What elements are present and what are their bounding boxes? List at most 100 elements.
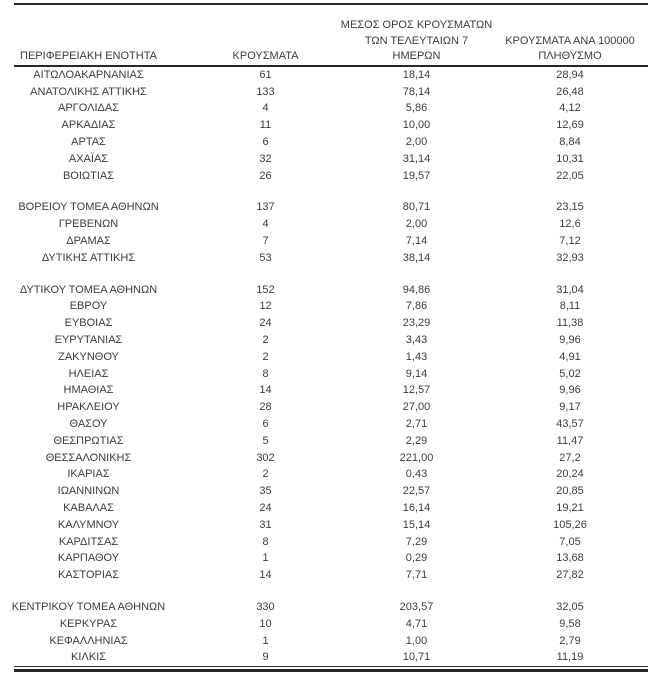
column-header-avg7-line1: ΜΕΣΟΣ ΟΡΟΣ ΚΡΟΥΣΜΑΤΩΝ — [340, 19, 493, 31]
region-cell: ΔΥΤΙΚΗΣ ΑΤΤΙΚΗΣ — [41, 251, 136, 264]
region-cell: ΕΥΒΟΙΑΣ — [64, 317, 113, 330]
table-row: ΑΡΓΟΛΙΔΑΣ 4 5,86 4,12 — [14, 100, 648, 117]
region-cell: ΑΡΓΟΛΙΔΑΣ — [58, 102, 119, 115]
per100k-cell: 11,19 — [556, 651, 584, 664]
avg7-cell: 7,14 — [405, 235, 428, 248]
cases-cell: 8 — [262, 535, 269, 548]
table-header-row: ΠΕΡΙΦΕΡΕΙΑΚΗ ΕΝΟΤΗΤΑ ΚΡΟΥΣΜΑΤΑ ΜΕΣΟΣ ΟΡΟ… — [14, 5, 648, 67]
avg7-cell: 2,00 — [405, 218, 428, 231]
per100k-cell: 32,93 — [556, 251, 584, 264]
region-cell: ΘΑΣΟΥ — [69, 418, 108, 431]
region-cell: ΕΥΡΥΤΑΝΙΑΣ — [54, 334, 123, 347]
per100k-cell: 27,2 — [559, 451, 581, 464]
table-row: ΑΙΤΩΛΟΑΚΑΡΝΑΝΙΑΣ 61 18,14 28,94 — [14, 67, 648, 84]
region-cell: ΗΛΕΙΑΣ — [68, 367, 109, 380]
table-row: ΔΥΤΙΚΗΣ ΑΤΤΙΚΗΣ 53 38,14 32,93 — [14, 249, 648, 266]
cases-cell: 31 — [259, 518, 272, 531]
region-cell: ΚΕΝΤΡΙΚΟΥ ΤΟΜΕΑ ΑΘΗΝΩΝ — [11, 601, 166, 613]
cases-cell: 11 — [259, 119, 272, 132]
cases-cell: 137 — [256, 201, 275, 214]
cases-cell: 28 — [259, 401, 272, 414]
table-row: ΚΑΡΔΙΤΣΑΣ 8 7,29 7,05 — [14, 533, 648, 550]
cases-cell: 7 — [262, 235, 269, 248]
region-cell: ΑΧΑΪΑΣ — [68, 152, 109, 165]
avg7-cell: 4,71 — [405, 617, 428, 630]
cases-cell: 6 — [262, 136, 269, 149]
avg7-cell: 2,29 — [405, 434, 428, 447]
region-cell: ΚΙΛΚΙΣ — [71, 651, 106, 664]
table-row: ΚΑΡΠΑΘΟΥ 1 0,29 13,68 — [14, 550, 648, 567]
cases-cell: 26 — [259, 169, 272, 182]
column-header-per100k-line2: ΠΛΗΘΥΣΜΟ — [538, 50, 602, 62]
region-cell: ΙΩΑΝΝΙΝΩΝ — [57, 485, 120, 498]
region-cell: ΚΑΡΔΙΤΣΑΣ — [58, 535, 119, 548]
avg7-cell: 19,57 — [402, 169, 431, 182]
cases-cell: 32 — [259, 152, 272, 165]
avg7-cell: 12,57 — [402, 384, 431, 397]
avg7-cell: 7,29 — [405, 535, 428, 548]
cases-cell: 1 — [262, 552, 269, 565]
table-body: ΑΙΤΩΛΟΑΚΑΡΝΑΝΙΑΣ 61 18,14 28,94 ΑΝΑΤΟΛΙΚΗΣ Α… — [11, 67, 648, 666]
table-row: ΗΛΕΙΑΣ 8 9,14 5,02 — [14, 365, 648, 382]
per100k-cell: 2,79 — [559, 634, 581, 647]
avg7-cell: 1,00 — [405, 634, 428, 647]
per100k-cell: 22,05 — [556, 169, 584, 182]
cases-cell: 12 — [259, 300, 272, 313]
avg7-cell: 22,57 — [402, 485, 431, 498]
region-cell: ΑΝΑΤΟΛΙΚΗΣ ΑΤΤΙΚΗΣ — [30, 85, 147, 98]
region-cell: ΚΑΒΑΛΑΣ — [63, 502, 114, 515]
table-row: ΗΜΑΘΙΑΣ 14 12,57 9,96 — [14, 382, 648, 399]
column-header-avg7-line2: ΤΩΝ ΤΕΛΕΥΤΑΙΩΝ 7 — [364, 34, 469, 47]
table-row: ΚΑΣΤΟΡΙΑΣ 14 7,71 27,82 — [14, 567, 648, 584]
per100k-cell: 19,21 — [556, 502, 584, 515]
cases-cell: 1 — [262, 634, 269, 647]
table-row: ΔΥΤΙΚΟΥ ΤΟΜΕΑ ΑΘΗΝΩΝ 152 94,86 31,04 — [14, 281, 648, 298]
per100k-cell: 23,15 — [556, 201, 584, 214]
avg7-cell: 221,00 — [399, 451, 434, 464]
per100k-cell: 9,96 — [559, 334, 581, 347]
avg7-cell: 38,14 — [402, 251, 431, 264]
table-row: ΚΑΛΥΜΝΟΥ 31 15,14 105,26 — [14, 516, 648, 533]
cases-cell: 24 — [259, 502, 272, 515]
table-row: ΑΡΤΑΣ 6 2,00 8,84 — [14, 134, 648, 151]
per100k-cell: 10,31 — [556, 152, 584, 165]
region-cell: ΕΒΡΟΥ — [69, 300, 108, 313]
per100k-cell: 32,05 — [556, 601, 584, 613]
table-row: ΙΚΑΡΙΑΣ 2 0,43 20,24 — [14, 466, 648, 483]
avg7-cell: 18,14 — [402, 68, 431, 81]
avg7-cell: 10,00 — [402, 119, 431, 132]
per100k-cell: 12,69 — [556, 119, 584, 132]
region-cell: ΚΑΣΤΟΡΙΑΣ — [57, 569, 120, 582]
avg7-cell: 7,86 — [405, 300, 428, 313]
table-row: ΙΩΑΝΝΙΝΩΝ 35 22,57 20,85 — [14, 483, 648, 500]
cases-cell: 61 — [259, 68, 272, 81]
table-row: ΚΕΡΚΥΡΑΣ 10 4,71 9,58 — [14, 615, 648, 632]
cases-cell: 2 — [262, 350, 269, 363]
per100k-cell: 4,12 — [559, 102, 581, 115]
cases-cell: 4 — [262, 102, 269, 115]
column-header-region-label: ΠΕΡΙΦΕΡΕΙΑΚΗ ΕΝΟΤΗΤΑ — [20, 50, 157, 62]
table-bottom-rule-thick — [14, 668, 648, 672]
per100k-cell: 9,58 — [559, 617, 581, 630]
avg7-cell: 23,29 — [402, 317, 431, 330]
avg7-cell: 9,14 — [405, 367, 428, 380]
table-row: ΒΟΙΩΤΙΑΣ 26 19,57 22,05 — [14, 167, 648, 184]
cases-cell: 302 — [256, 451, 275, 464]
region-cell: ΒΟΡΕΙΟΥ ΤΟΜΕΑ ΑΘΗΝΩΝ — [18, 201, 159, 214]
cases-cell: 5 — [262, 434, 269, 447]
per100k-cell: 7,05 — [559, 535, 581, 548]
avg7-cell: 0,29 — [405, 552, 428, 565]
per100k-cell: 9,17 — [559, 401, 581, 414]
table-row: ΚΕΝΤΡΙΚΟΥ ΤΟΜΕΑ ΑΘΗΝΩΝ 330 203,57 32,05 — [11, 599, 648, 616]
cases-cell: 152 — [256, 283, 275, 296]
table-row: ΚΕΦΑΛΛΗΝΙΑΣ 1 1,00 2,79 — [14, 632, 648, 649]
cases-cell: 14 — [259, 384, 272, 397]
column-header-region: ΠΕΡΙΦΕΡΕΙΑΚΗ ΕΝΟΤΗΤΑ — [14, 49, 177, 65]
group-gap — [14, 266, 648, 281]
region-cell: ΓΡΕΒΕΝΩΝ — [58, 218, 119, 231]
per100k-cell: 43,57 — [556, 418, 584, 431]
per100k-cell: 8,11 — [559, 300, 581, 313]
table-row: ΕΥΒΟΙΑΣ 24 23,29 11,38 — [14, 315, 648, 332]
avg7-cell: 5,86 — [405, 102, 428, 115]
